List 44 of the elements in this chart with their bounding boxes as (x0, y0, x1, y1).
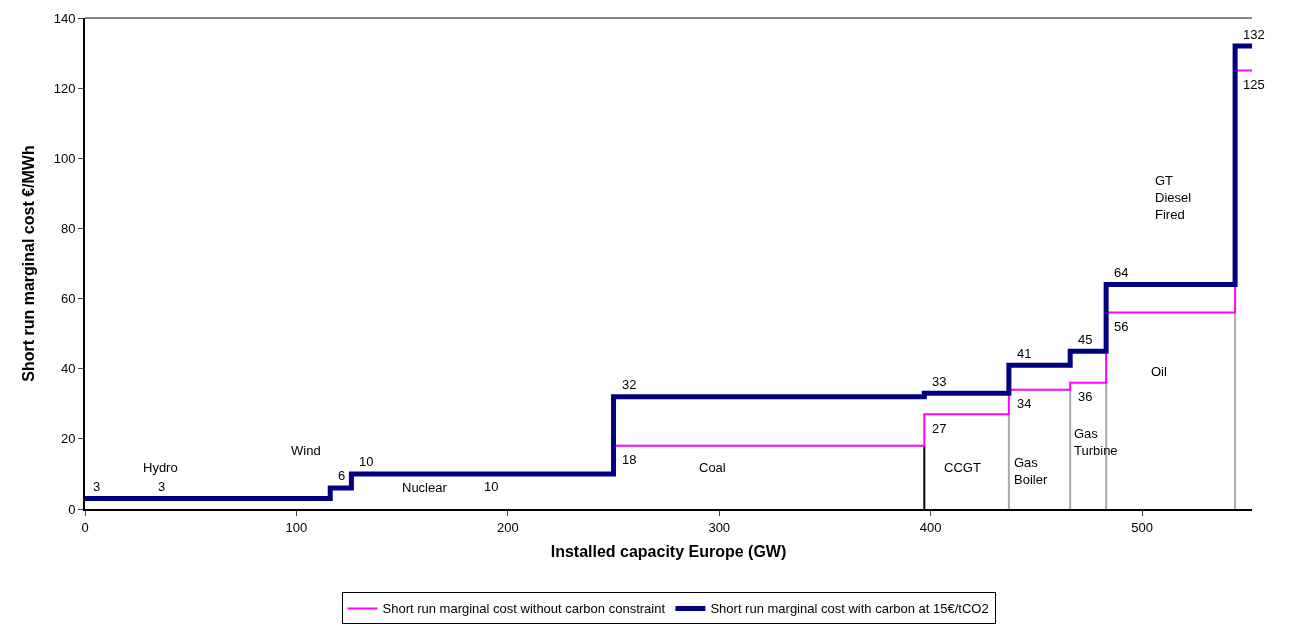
y-tick-label: 80 (60, 220, 76, 236)
data-label: 45 (1078, 332, 1093, 347)
annotation: Coal (699, 460, 726, 475)
data-label: 6 (338, 468, 346, 483)
annotation: Wind (291, 443, 321, 458)
y-axis-title: Short run marginal cost €/MWh (20, 145, 38, 382)
data-label: 27 (932, 421, 947, 436)
x-tick-label: 0 (81, 519, 89, 535)
annotation: Gas Turbine (1074, 426, 1118, 458)
y-tick-label: 40 (60, 361, 76, 377)
data-label: 132 (1243, 27, 1265, 42)
y-tick-label: 20 (60, 431, 76, 447)
y-tick-label: 60 (60, 291, 76, 307)
y-tick-label: 120 (53, 80, 76, 96)
annotation: Gas Boiler (1014, 455, 1048, 487)
x-tick-label: 200 (496, 519, 519, 535)
legend-label: Short run marginal cost with carbon at 15€/tCO2 (710, 601, 989, 617)
x-tick-label: 300 (708, 519, 731, 535)
annotation: Oil (1151, 364, 1167, 379)
y-tick-label: 140 (53, 10, 76, 26)
annotation: Hydro (143, 460, 178, 475)
x-tick-label: 500 (1131, 519, 1153, 535)
x-axis-title: Installed capacity Europe (GW) (550, 542, 787, 560)
data-label: 36 (1078, 389, 1093, 404)
annotation: 10 (484, 479, 499, 494)
data-label: 10 (359, 454, 374, 469)
data-label: 125 (1243, 77, 1265, 92)
annotation: GT Diesel Fired (1155, 173, 1192, 222)
y-tick-label: 100 (53, 150, 76, 166)
data-label: 33 (932, 374, 947, 389)
data-label: 32 (622, 377, 637, 392)
data-label: 3 (93, 479, 101, 494)
data-label: 56 (1114, 319, 1129, 334)
y-tick-label: 0 (68, 501, 76, 517)
data-label: 64 (1114, 265, 1129, 280)
annotation: Nuclear (402, 480, 448, 495)
x-tick-label: 400 (919, 519, 942, 535)
legend-label: Short run marginal cost without carbon constraint (382, 601, 666, 617)
annotation: CCGT (944, 460, 981, 475)
annotation: 3 (158, 479, 166, 494)
data-label: 41 (1017, 346, 1032, 361)
x-tick-label: 100 (285, 519, 308, 535)
data-label: 18 (622, 452, 637, 467)
data-label: 34 (1017, 396, 1032, 411)
